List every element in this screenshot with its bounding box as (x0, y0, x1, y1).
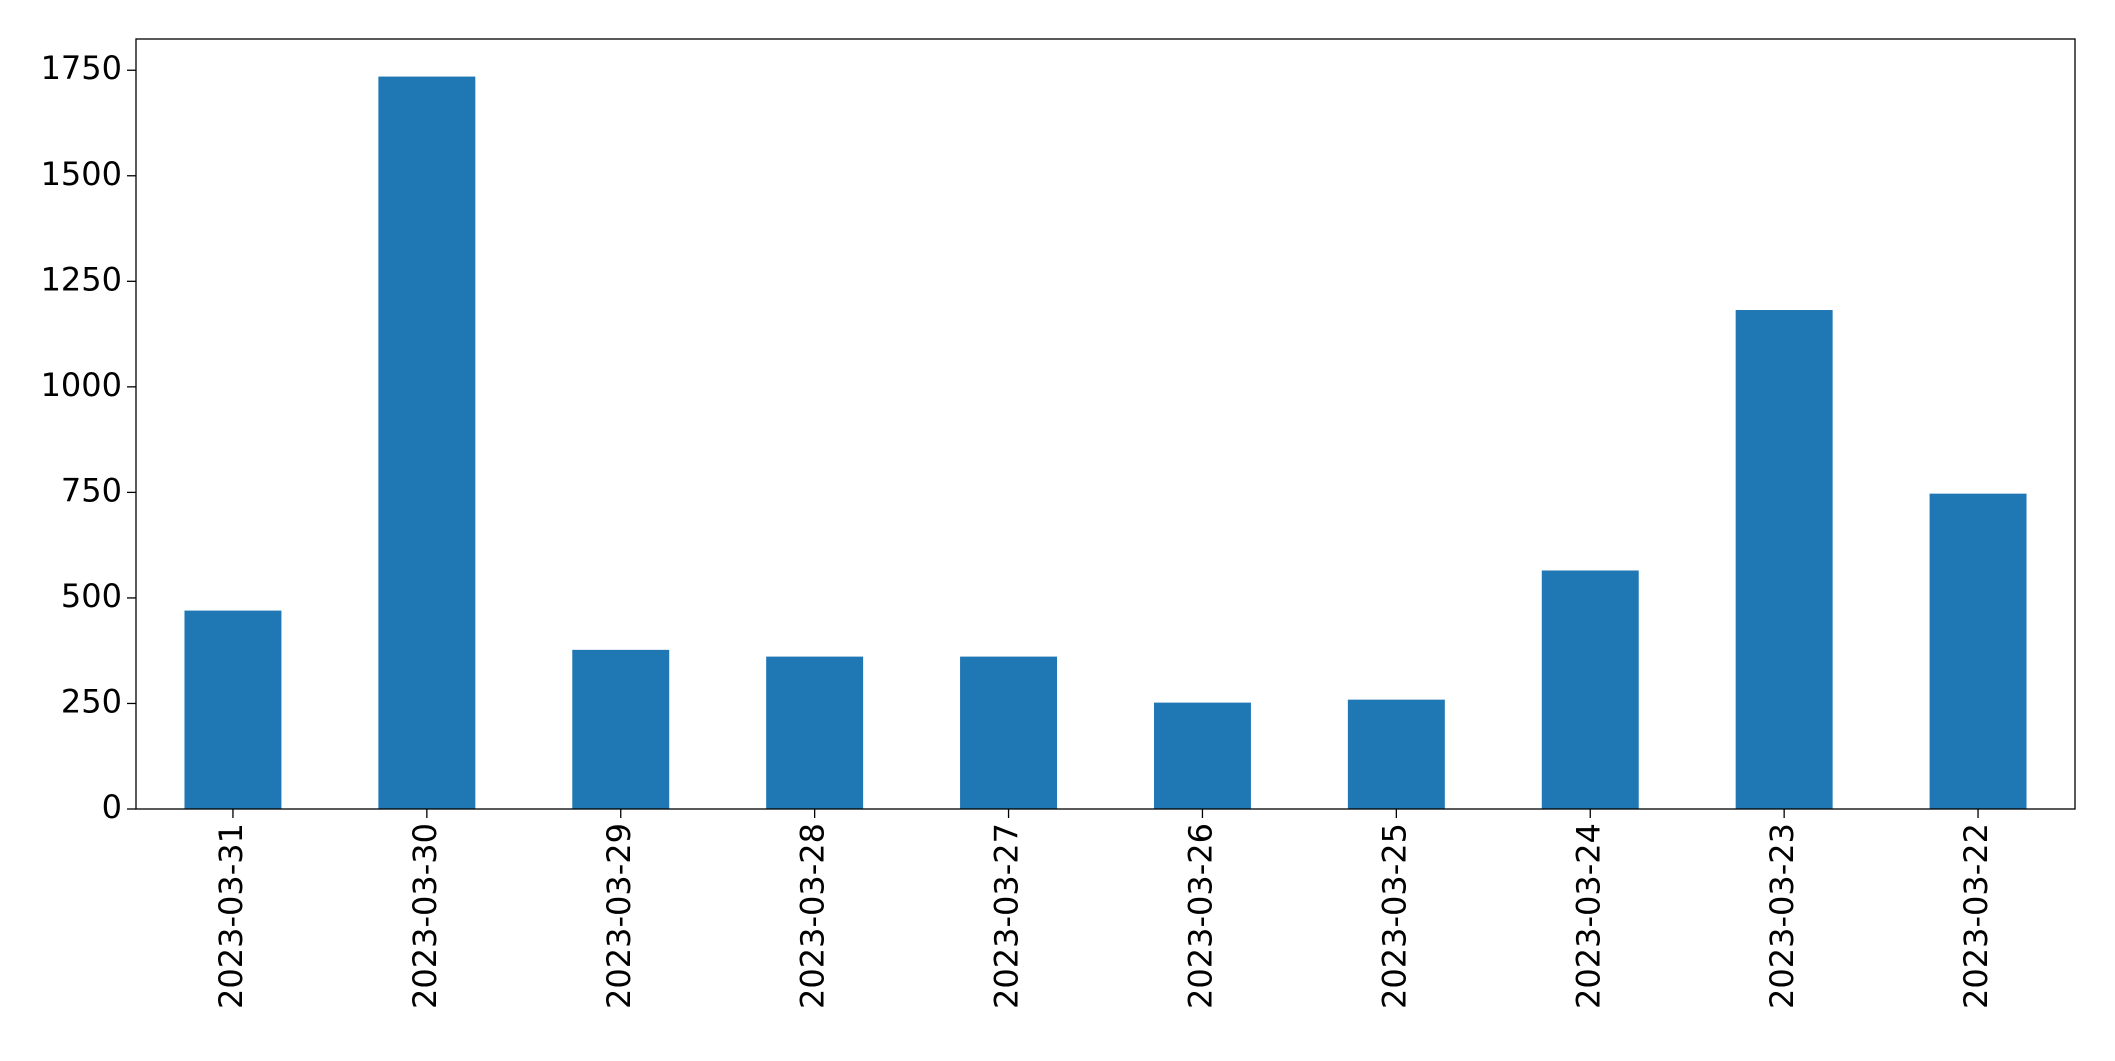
bar (1153, 702, 1251, 809)
x-tick-label: 2023-03-31 (212, 823, 250, 1009)
bar (766, 656, 864, 809)
x-tick-label: 2023-03-24 (1569, 823, 1607, 1009)
plot-frame (135, 38, 2076, 810)
x-tick-label: 2023-03-28 (794, 823, 832, 1009)
x-tick-label: 2023-03-27 (988, 823, 1026, 1009)
bar (1929, 493, 2027, 809)
bar (960, 656, 1058, 809)
bar (184, 610, 282, 809)
y-tick-label: 1500 (41, 155, 122, 193)
bar (1735, 310, 1833, 809)
y-tick-label: 1000 (41, 366, 122, 404)
y-tick-label: 1750 (41, 49, 122, 87)
x-tick-label: 2023-03-25 (1375, 823, 1413, 1009)
y-tick-label: 500 (61, 577, 122, 615)
x-tick-label: 2023-03-22 (1957, 823, 1995, 1009)
x-tick-label: 2023-03-23 (1763, 823, 1801, 1009)
y-tick-label: 1250 (41, 260, 122, 298)
x-tick-label: 2023-03-30 (406, 823, 444, 1009)
y-tick-label: 250 (61, 682, 122, 720)
bar (1347, 699, 1445, 809)
y-tick-label: 750 (61, 471, 122, 509)
x-tick-label: 2023-03-26 (1181, 823, 1219, 1009)
bar (572, 649, 670, 809)
bar (1541, 570, 1639, 809)
x-tick-label: 2023-03-29 (600, 823, 638, 1009)
bar (378, 76, 476, 809)
y-tick-label: 0 (102, 788, 122, 826)
